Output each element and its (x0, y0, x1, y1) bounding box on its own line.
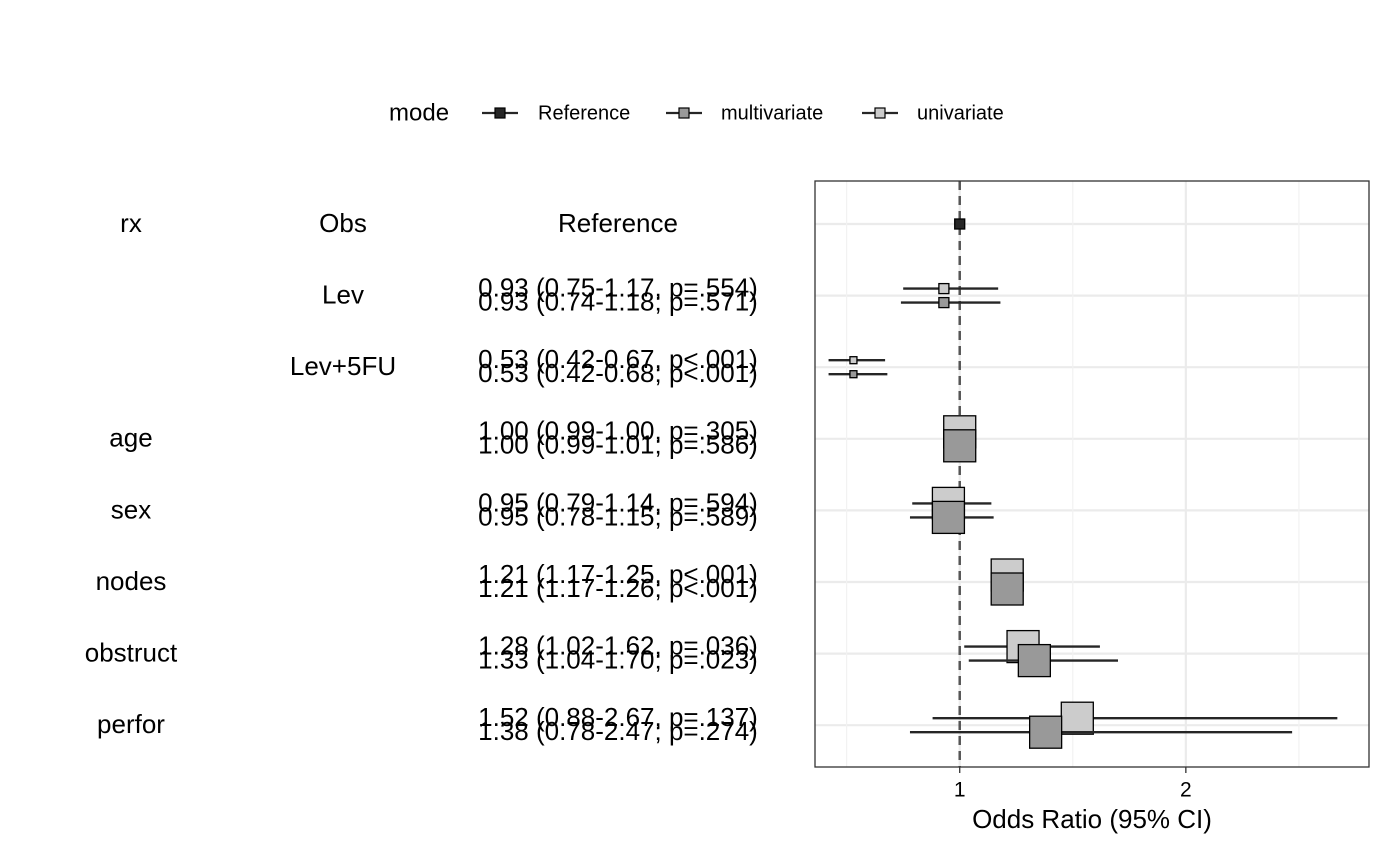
estimate-label: 1.00 (0.99-1.00, p=.305) (478, 416, 758, 446)
legend-key-multivariate: multivariate (666, 102, 823, 124)
legend-label-reference: Reference (538, 102, 630, 124)
point-box-univariate (1060, 701, 1094, 735)
x-tick-label: 1 (954, 779, 966, 802)
legend-label-multivariate: multivariate (721, 102, 823, 124)
estimate-label: 1.00 (0.99-1.01; p=.586) (478, 430, 758, 460)
plot-background (815, 181, 1369, 767)
plot-panel (814, 180, 1370, 768)
point-box-multivariate (849, 370, 858, 379)
point-box-multivariate (1017, 643, 1051, 678)
point-box-multivariate (938, 296, 950, 309)
legend-label-univariate: univariate (917, 102, 1004, 124)
estimate-label: 1.21 (1.17-1.26; p<.001) (478, 573, 758, 603)
level-label: Lev+5FU (290, 351, 396, 381)
legend-title: mode (389, 99, 449, 126)
plot-marks (828, 218, 1338, 749)
point-box-reference (954, 218, 966, 230)
legend-swatch-multivariate (678, 107, 690, 119)
legend: mode Reference multivariate univariate (389, 99, 1004, 126)
x-tick-label: 2 (1180, 779, 1192, 802)
estimate-label: 1.21 (1.17-1.25, p<.001) (478, 559, 758, 589)
level-label: Lev (322, 279, 364, 309)
table-headers: rx Obs Reference (120, 208, 678, 238)
variable-label: sex (111, 494, 151, 524)
estimate-label: 0.53 (0.42-0.68; p<.001) (478, 358, 758, 388)
point-box-univariate (849, 356, 858, 365)
legend-key-reference: Reference (482, 102, 630, 124)
estimate-label: 1.38 (0.78-2.47; p=.274) (478, 716, 758, 746)
estimate-label: 1.52 (0.88-2.67, p=.137) (478, 702, 758, 732)
point-box-multivariate (943, 429, 977, 463)
variable-label: age (109, 423, 152, 453)
estimate-label: 0.95 (0.79-1.14, p=.594) (478, 487, 758, 517)
variable-label: obstruct (85, 637, 178, 667)
header-variable: rx (120, 208, 142, 238)
variable-label: perfor (97, 709, 165, 739)
legend-swatch-reference (494, 107, 506, 119)
point-box-univariate (938, 282, 950, 295)
point-box-multivariate (990, 572, 1024, 606)
variable-label: nodes (96, 566, 167, 596)
header-estimate: Reference (558, 208, 678, 238)
estimate-label: 1.33 (1.04-1.70; p=.023) (478, 644, 758, 674)
header-level: Obs (319, 208, 367, 238)
legend-swatch-univariate (874, 107, 886, 119)
estimate-label: 0.53 (0.42-0.67, p<.001) (478, 344, 758, 374)
legend-key-univariate: univariate (862, 102, 1004, 124)
estimate-label: 0.93 (0.74-1.18; p=.571) (478, 286, 758, 316)
point-box-multivariate (931, 500, 966, 535)
estimate-label: 0.93 (0.75-1.17, p=.554) (478, 272, 758, 302)
x-axis-title: Odds Ratio (95% CI) (972, 804, 1212, 834)
grid (815, 181, 1369, 767)
table-body: Lev 0.93 (0.75-1.17, p=.554)0.93 (0.74-1.… (85, 272, 758, 746)
estimate-label: 1.28 (1.02-1.62, p=.036) (478, 630, 758, 660)
estimate-label: 0.95 (0.78-1.15; p=.589) (478, 501, 758, 531)
plot-border (814, 180, 1370, 768)
point-box-multivariate (1028, 715, 1063, 749)
